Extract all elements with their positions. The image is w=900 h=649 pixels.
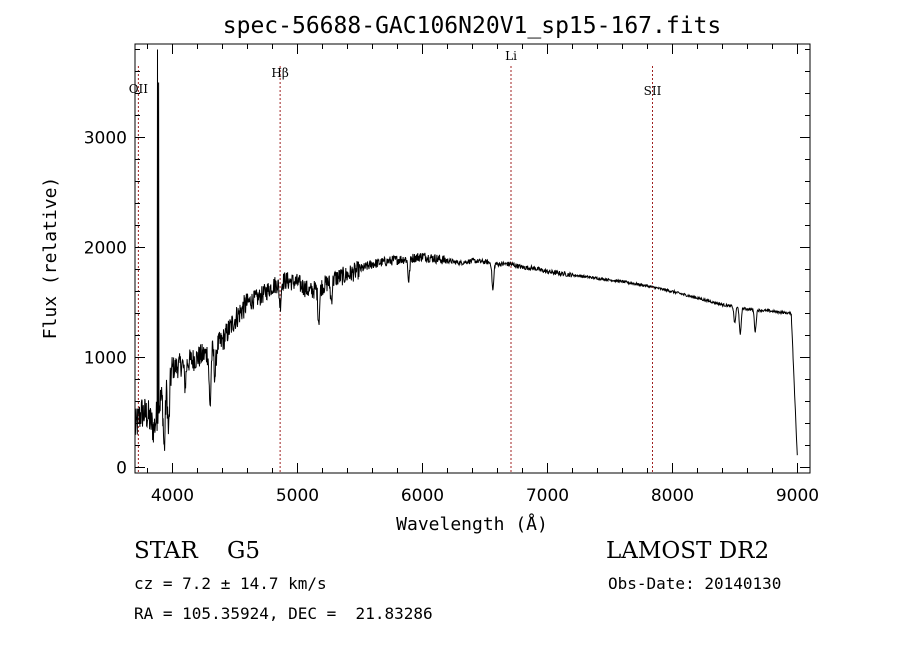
y-tick-label: 2000 — [84, 239, 127, 259]
x-tick-label: 9000 — [776, 486, 819, 506]
x-axis-label: Wavelength (Å) — [396, 513, 548, 535]
x-tick-label: 7000 — [526, 486, 569, 506]
y-tick-label: 1000 — [84, 349, 127, 369]
y-tick-label: 0 — [116, 459, 127, 479]
axis-ticks: 4000 5000 6000 7000 8000 9000 0 1000 2000 3000 — [84, 44, 819, 506]
line-label-2: Li — [505, 49, 517, 63]
chart-title: spec-56688-GAC106N20V1_sp15-167.fits — [223, 13, 722, 39]
line-label-1: Hβ — [271, 66, 288, 80]
spectrum-series — [134, 49, 798, 456]
x-tick-label: 5000 — [276, 486, 319, 506]
survey-name: LAMOST DR2 — [606, 538, 770, 564]
object-class: STAR G5 — [134, 538, 261, 564]
obs-date: Obs-Date: 20140130 — [608, 574, 782, 593]
x-tick-label: 4000 — [151, 486, 194, 506]
x-tick-label: 8000 — [651, 486, 694, 506]
y-axis-label: Flux (relative) — [40, 177, 61, 340]
line-label-0: OII — [129, 82, 149, 96]
emission-line-markers: OII Hβ Li SII — [129, 49, 662, 473]
spectrum-line — [134, 49, 798, 456]
coordinates: RA = 105.35924, DEC = 21.83286 — [134, 604, 433, 623]
redshift-readout: cz = 7.2 ± 14.7 km/s — [134, 574, 327, 593]
x-tick-label: 6000 — [401, 486, 444, 506]
spectrum-chart: spec-56688-GAC106N20V1_sp15-167.fits OII… — [40, 13, 819, 535]
line-label-3: SII — [644, 84, 662, 98]
y-tick-label: 3000 — [84, 129, 127, 149]
